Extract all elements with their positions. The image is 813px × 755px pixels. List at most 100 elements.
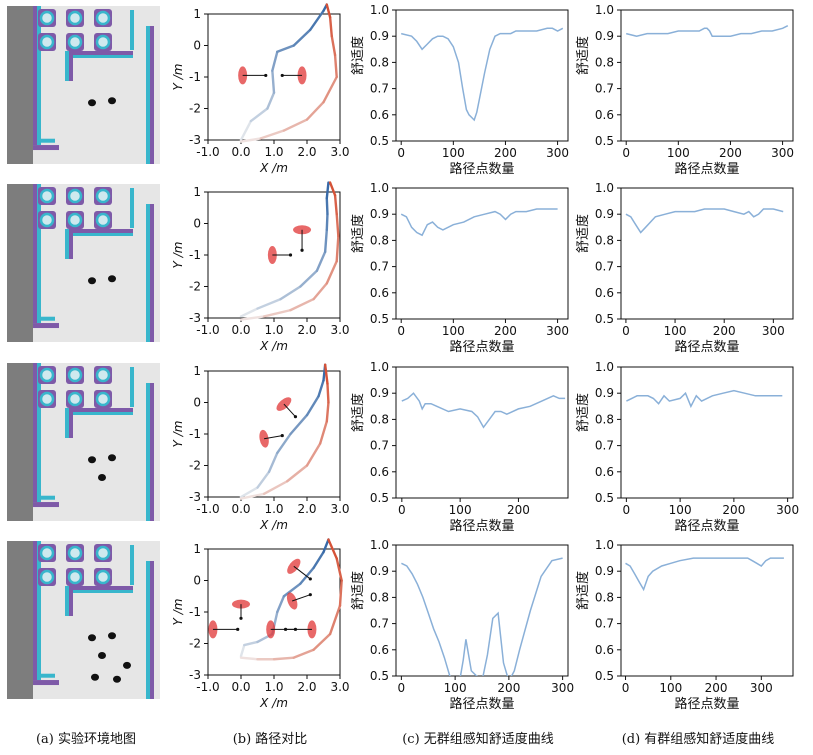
map-pedestrian — [88, 277, 96, 285]
path-segment-red — [322, 75, 338, 104]
x-tick-label: -1.0 — [196, 323, 219, 337]
y-axis-label: 舒适度 — [350, 393, 366, 432]
comfort-axes-frame — [620, 187, 794, 320]
y-tick-label: -2 — [189, 102, 201, 116]
map-pillar-core — [39, 212, 55, 228]
path-segment-blue — [243, 640, 259, 647]
map-right-purple — [150, 561, 154, 699]
y-tick-label: 0.7 — [370, 82, 389, 96]
y-tick-label: 0.7 — [595, 617, 614, 631]
map-corridor-purple — [69, 586, 73, 616]
x-tick-label: -1.0 — [196, 145, 219, 159]
y-tick-label: 1.0 — [595, 538, 614, 552]
path-segment-red — [335, 557, 343, 582]
y-tick-label: -3 — [189, 133, 201, 147]
map-hwall-purple — [73, 586, 133, 590]
x-axis-label: 路径点数量 — [449, 518, 514, 534]
x-axis-label: 路径点数量 — [674, 161, 739, 177]
map-pedestrian — [98, 474, 106, 482]
y-tick-label: 0.6 — [595, 643, 614, 657]
x-axis-label: X /m — [259, 161, 288, 175]
x-tick-label: 200 — [705, 681, 728, 695]
path-segment-red — [327, 538, 338, 560]
velocity-arrowhead — [283, 627, 288, 631]
y-tick-label: 0.5 — [595, 312, 614, 326]
y-tick-label: 0.9 — [595, 29, 614, 43]
panel-line-row2: -1.0 0.0 1.0 2.0 3.0 1 0 -1 -2 -3 X /m Y /m — [171, 181, 350, 353]
path-segment-red — [239, 137, 262, 143]
path-segment-red — [262, 480, 289, 496]
y-tick-label: 1 — [193, 7, 201, 21]
map-border-bottom — [33, 680, 59, 686]
map-right-cyan — [146, 204, 150, 342]
comfort-axes-frame — [620, 366, 794, 499]
y-tick-label: 0.8 — [370, 590, 389, 604]
path-segment-red — [326, 382, 330, 404]
y-tick-label: 0.8 — [595, 233, 614, 247]
path-segment-blue — [325, 181, 330, 200]
panel-scenario_map-row3 — [7, 363, 160, 521]
map-border-bottom — [33, 502, 59, 508]
comfort-axes-frame — [395, 544, 569, 677]
y-tick-label: 0.9 — [370, 29, 389, 43]
velocity-arrowhead — [293, 415, 298, 419]
x-tick-label: 200 — [497, 681, 520, 695]
y-axis-label: 舒适度 — [350, 36, 366, 75]
x-tick-label: 100 — [444, 681, 467, 695]
y-tick-label: 1.0 — [370, 538, 389, 552]
comfort-axes-frame — [620, 544, 794, 677]
path-segment-red — [289, 297, 315, 312]
y-tick-label: 1.0 — [595, 360, 614, 374]
path-segment-blue — [276, 595, 286, 614]
x-axis-label: 路径点数量 — [674, 339, 739, 355]
map-pedestrian — [88, 634, 96, 642]
x-tick-label: 300 — [776, 503, 799, 517]
y-tick-label: 1.0 — [595, 181, 614, 195]
y-tick-label: -2 — [189, 280, 201, 294]
map-corridor-purple — [69, 229, 73, 259]
velocity-arrowhead — [280, 73, 284, 78]
y-tick-label: 1 — [193, 542, 201, 556]
velocity-arrowhead — [300, 248, 304, 252]
x-tick-label: 0.0 — [231, 323, 250, 337]
path-segment-red — [333, 193, 338, 216]
velocity-arrowhead — [308, 577, 312, 581]
y-tick-label: 0.7 — [370, 439, 389, 453]
path-segment-red — [333, 53, 338, 79]
velocity-arrow — [264, 435, 283, 440]
map-right-cyan — [146, 26, 150, 164]
y-tick-label: 1.0 — [370, 360, 389, 374]
map-border-bottom-cyan — [37, 495, 55, 500]
x-tick-label: 0 — [398, 681, 406, 695]
y-tick-label: 0.5 — [370, 669, 389, 683]
comfort-axes-frame — [395, 9, 569, 142]
path-segment-red — [239, 315, 266, 321]
map-right-stub — [130, 545, 134, 585]
map-right-stub — [130, 367, 134, 407]
y-axis-label: Y /m — [171, 64, 185, 91]
x-tick-label: 2.0 — [297, 323, 316, 337]
map-pillar-core — [67, 188, 83, 204]
map-pillar-core — [95, 212, 111, 228]
x-axis-label: 路径点数量 — [449, 339, 514, 355]
velocity-arrowhead — [264, 73, 268, 78]
panel-line-row4: 0 100 200 300 1.0 0.9 0.8 0.7 0.6 0.5 路径点数量 舒适度 — [575, 538, 794, 712]
map-pillar-core — [95, 367, 111, 383]
path-segment-blue — [325, 212, 329, 232]
y-axis-label: 舒适度 — [350, 214, 366, 253]
y-tick-label: 0.5 — [595, 491, 614, 505]
map-corridor-cyan — [65, 586, 69, 616]
path-segment-blue — [276, 432, 292, 455]
map-border-cyan — [37, 184, 41, 324]
path-segment-red — [328, 15, 333, 38]
map-right-purple — [150, 383, 154, 521]
map-pedestrian — [108, 632, 116, 640]
x-tick-label: 200 — [507, 503, 530, 517]
map-corridor-cyan — [65, 229, 69, 259]
map-right-cyan — [146, 561, 150, 699]
x-tick-label: 100 — [449, 503, 472, 517]
x-tick-label: 1.0 — [264, 145, 283, 159]
map-pillar-core — [39, 391, 55, 407]
path-segment-red — [262, 308, 292, 318]
map-pillar-core — [39, 34, 55, 50]
